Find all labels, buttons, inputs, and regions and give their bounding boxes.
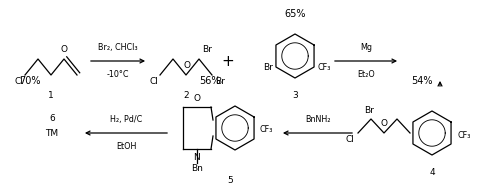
Text: Br: Br xyxy=(364,106,374,115)
Text: CF₃: CF₃ xyxy=(457,130,470,139)
Text: Cl: Cl xyxy=(14,77,23,86)
Text: O: O xyxy=(60,45,68,54)
Text: Cl: Cl xyxy=(149,77,158,86)
Text: -10°C: -10°C xyxy=(107,70,129,79)
Text: 2: 2 xyxy=(183,91,189,100)
Text: Bn: Bn xyxy=(191,164,203,173)
Text: EtOH: EtOH xyxy=(116,142,136,151)
Text: H₂, Pd/C: H₂, Pd/C xyxy=(110,115,142,124)
Text: Br: Br xyxy=(263,62,273,71)
Text: Cl: Cl xyxy=(345,135,354,144)
Text: 1: 1 xyxy=(48,91,54,100)
Text: 5: 5 xyxy=(227,176,233,185)
Text: Et₂O: Et₂O xyxy=(357,70,375,79)
Text: Br₂, CHCl₃: Br₂, CHCl₃ xyxy=(98,43,138,52)
Text: 65%: 65% xyxy=(284,9,306,19)
Text: 56%: 56% xyxy=(199,76,221,86)
Text: CF₃: CF₃ xyxy=(317,62,330,71)
Text: 3: 3 xyxy=(292,91,298,100)
Text: Br: Br xyxy=(202,45,212,54)
Text: 54%: 54% xyxy=(411,76,433,86)
Text: Mg: Mg xyxy=(360,43,372,52)
Text: O: O xyxy=(380,119,388,128)
Text: N: N xyxy=(194,153,200,162)
Text: CF₃: CF₃ xyxy=(260,125,274,134)
Text: 70%: 70% xyxy=(19,76,41,86)
Text: O: O xyxy=(194,94,200,103)
Text: BnNH₂: BnNH₂ xyxy=(305,115,330,124)
Text: Br: Br xyxy=(215,77,225,86)
Text: TM: TM xyxy=(46,129,59,138)
Text: O: O xyxy=(184,61,190,70)
Text: 4: 4 xyxy=(429,168,435,177)
Text: +: + xyxy=(222,53,234,69)
Text: 6: 6 xyxy=(49,113,55,122)
